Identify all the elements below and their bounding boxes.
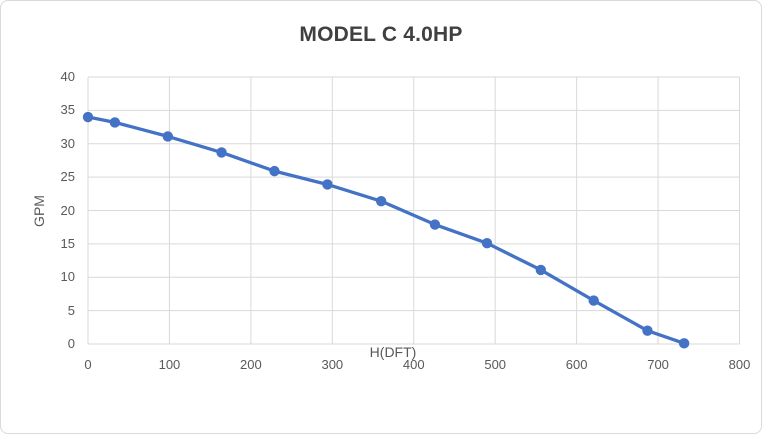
x-axis-title: H(DFT) xyxy=(369,344,417,360)
x-tick-label: 100 xyxy=(158,357,181,372)
x-tick-label: 300 xyxy=(321,357,344,372)
y-tick-label: 25 xyxy=(60,169,75,185)
x-tick-label: 700 xyxy=(647,357,669,372)
y-tick-label: 40 xyxy=(60,69,75,84)
data-point[interactable] xyxy=(109,117,121,128)
data-point[interactable] xyxy=(375,195,387,207)
data-point[interactable] xyxy=(429,219,441,230)
data-point[interactable] xyxy=(678,338,690,349)
data-point[interactable] xyxy=(216,147,227,158)
data-point[interactable] xyxy=(588,295,599,306)
data-point[interactable] xyxy=(535,264,546,276)
x-tick-label: 200 xyxy=(240,357,262,372)
gridlines xyxy=(87,76,740,345)
y-tick-label: 20 xyxy=(60,202,75,218)
y-tick-label: 10 xyxy=(60,269,75,285)
data-point[interactable] xyxy=(269,165,280,177)
y-tick-label: 0 xyxy=(67,336,75,351)
y-tick-label: 35 xyxy=(60,102,75,118)
x-tick-label: 500 xyxy=(484,357,507,372)
x-tick-label: 0 xyxy=(84,357,92,372)
chart-title: MODEL C 4.0HP xyxy=(299,23,463,46)
y-tick-label: 5 xyxy=(67,302,75,318)
x-tick-label: 800 xyxy=(728,357,751,372)
data-point[interactable] xyxy=(82,111,94,123)
series-line xyxy=(86,115,686,345)
series-markers xyxy=(82,111,690,349)
x-tick-label: 400 xyxy=(402,357,425,372)
data-point[interactable] xyxy=(162,131,174,142)
data-point[interactable] xyxy=(322,179,333,190)
y-tick-label: 15 xyxy=(60,235,75,251)
data-point[interactable] xyxy=(642,325,653,336)
data-point[interactable] xyxy=(481,238,493,249)
x-tick-label: 600 xyxy=(565,357,588,372)
y-tick-label: 30 xyxy=(60,135,75,151)
